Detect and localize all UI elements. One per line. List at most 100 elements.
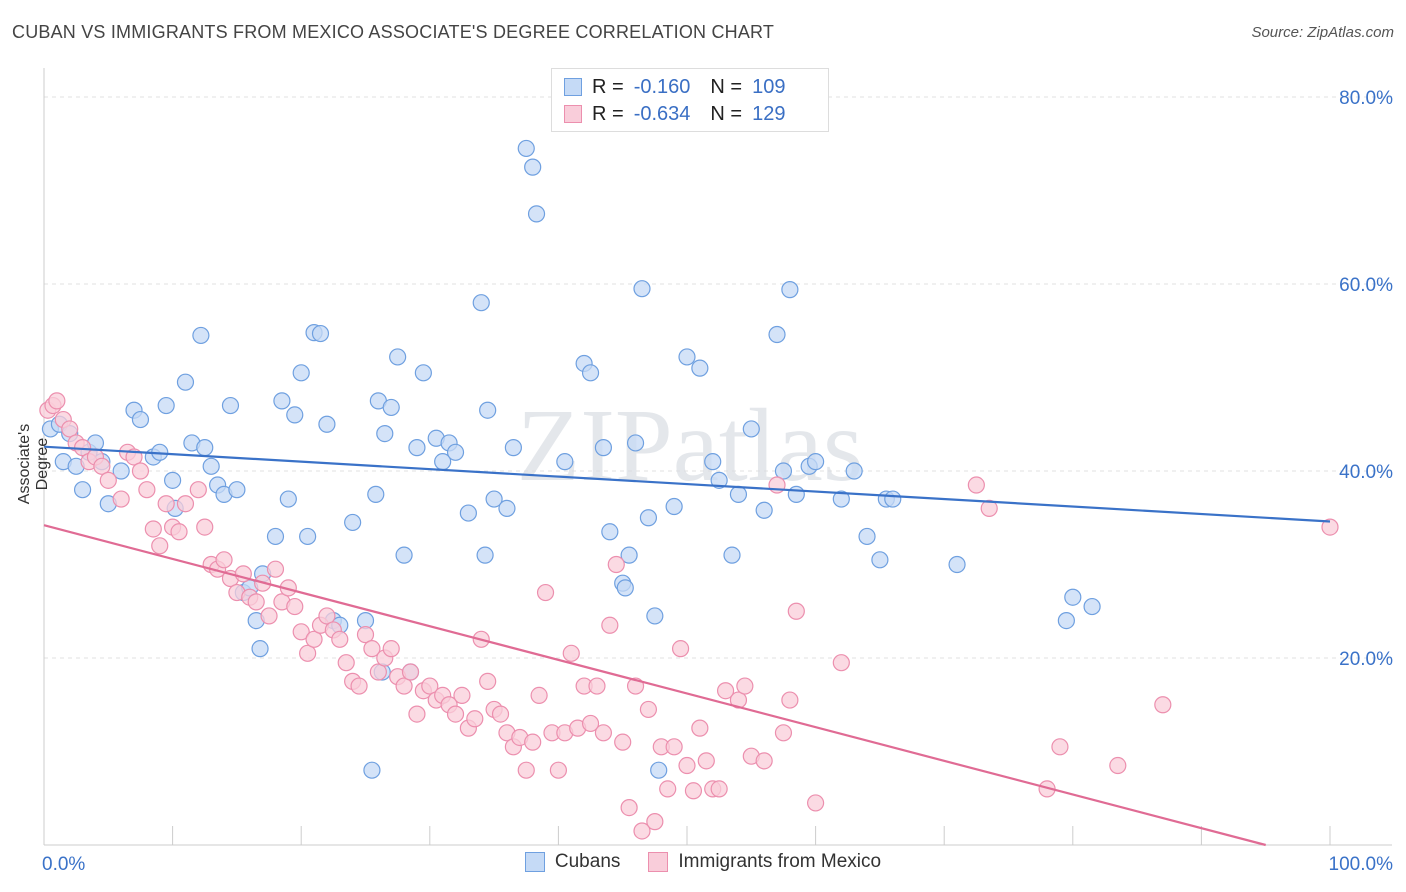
data-point <box>472 294 490 312</box>
data-point <box>221 396 240 415</box>
data-point <box>556 453 574 471</box>
data-point <box>228 481 246 499</box>
data-point <box>318 607 336 625</box>
data-point <box>414 364 432 382</box>
data-point <box>144 520 162 538</box>
data-point <box>774 724 793 742</box>
data-point <box>112 462 130 480</box>
data-point <box>530 686 548 705</box>
data-point <box>151 537 169 555</box>
data-point <box>659 780 677 798</box>
data-point <box>356 626 375 644</box>
data-point <box>768 325 786 344</box>
data-point <box>279 490 297 508</box>
data-point <box>787 485 805 503</box>
legend-r-label: R = <box>592 75 624 98</box>
data-point <box>363 640 381 658</box>
data-point <box>710 780 728 798</box>
data-point <box>594 724 613 742</box>
data-point <box>292 364 310 382</box>
legend-row-cubans: R = -0.160 N = 109 <box>564 75 785 99</box>
trend-line <box>43 524 1266 847</box>
legend-item-mexico[interactable]: Immigrants from Mexico <box>648 851 881 873</box>
data-point <box>331 630 349 648</box>
data-point <box>389 348 407 366</box>
series-immigrants-from-mexico <box>39 392 1339 840</box>
legend-r-label: R = <box>592 102 624 125</box>
data-point <box>292 623 310 641</box>
data-point <box>421 677 439 695</box>
data-point <box>536 583 555 602</box>
data-point <box>646 607 664 625</box>
data-point <box>61 420 79 438</box>
data-point <box>742 420 760 438</box>
grid-lines <box>44 96 1392 659</box>
data-point <box>459 504 477 522</box>
data-point <box>344 513 362 532</box>
data-point <box>260 607 278 625</box>
y-tick-label: 40.0% <box>1339 462 1393 483</box>
legend-swatch-mexico <box>564 105 582 123</box>
data-point <box>884 490 902 508</box>
data-point <box>845 462 863 480</box>
data-point <box>299 527 317 546</box>
data-point <box>691 719 709 737</box>
data-point <box>650 761 668 779</box>
data-point <box>215 551 233 569</box>
data-point <box>524 733 542 751</box>
data-point <box>601 616 619 634</box>
data-point <box>581 364 600 382</box>
data-point <box>729 485 748 503</box>
data-point <box>594 439 613 457</box>
data-point <box>697 752 715 770</box>
data-point <box>871 551 889 569</box>
data-point <box>273 392 291 410</box>
data-point <box>774 462 793 480</box>
data-point <box>504 439 522 457</box>
legend-swatch-cubans <box>564 78 582 96</box>
trend-line <box>43 445 1331 523</box>
data-point <box>408 705 426 723</box>
data-point <box>176 373 195 391</box>
data-point <box>157 396 175 415</box>
data-point <box>806 453 825 471</box>
data-point <box>286 597 304 616</box>
source-label: Source: ZipAtlas.com <box>1251 24 1394 41</box>
data-point <box>138 481 156 499</box>
data-point <box>633 822 651 840</box>
data-point <box>527 205 546 223</box>
data-point <box>832 654 850 672</box>
data-point <box>755 501 773 519</box>
axes <box>43 68 1392 846</box>
legend-swatch-cubans <box>524 852 545 872</box>
data-point <box>350 677 368 695</box>
data-point <box>562 644 580 662</box>
legend-n-value: 129 <box>752 102 786 125</box>
data-point <box>99 471 117 489</box>
legend-label-mexico: Immigrants from Mexico <box>678 851 882 872</box>
data-point <box>581 714 600 733</box>
bottom-legend: Cubans Immigrants from Mexico <box>0 851 1406 873</box>
data-point <box>781 281 799 299</box>
data-point <box>446 705 465 723</box>
legend-row-mexico: R = -0.634 N = 129 <box>564 102 785 126</box>
legend-item-cubans[interactable]: Cubans <box>524 851 620 873</box>
legend-n-label: N = <box>710 102 743 125</box>
data-point <box>131 462 150 480</box>
legend-swatch-mexico <box>648 852 669 872</box>
data-point <box>691 359 709 377</box>
data-point <box>170 523 188 541</box>
data-point <box>723 546 741 564</box>
trend-lines <box>43 445 1331 847</box>
data-point <box>781 691 799 709</box>
data-point <box>665 738 683 756</box>
data-point <box>299 644 317 662</box>
data-point <box>633 280 651 298</box>
data-point <box>806 794 825 812</box>
data-point <box>73 481 92 499</box>
data-point <box>112 490 130 508</box>
data-point <box>858 527 876 546</box>
chart-title: CUBAN VS IMMIGRANTS FROM MEXICO ASSOCIAT… <box>12 22 775 42</box>
data-point <box>479 672 497 690</box>
